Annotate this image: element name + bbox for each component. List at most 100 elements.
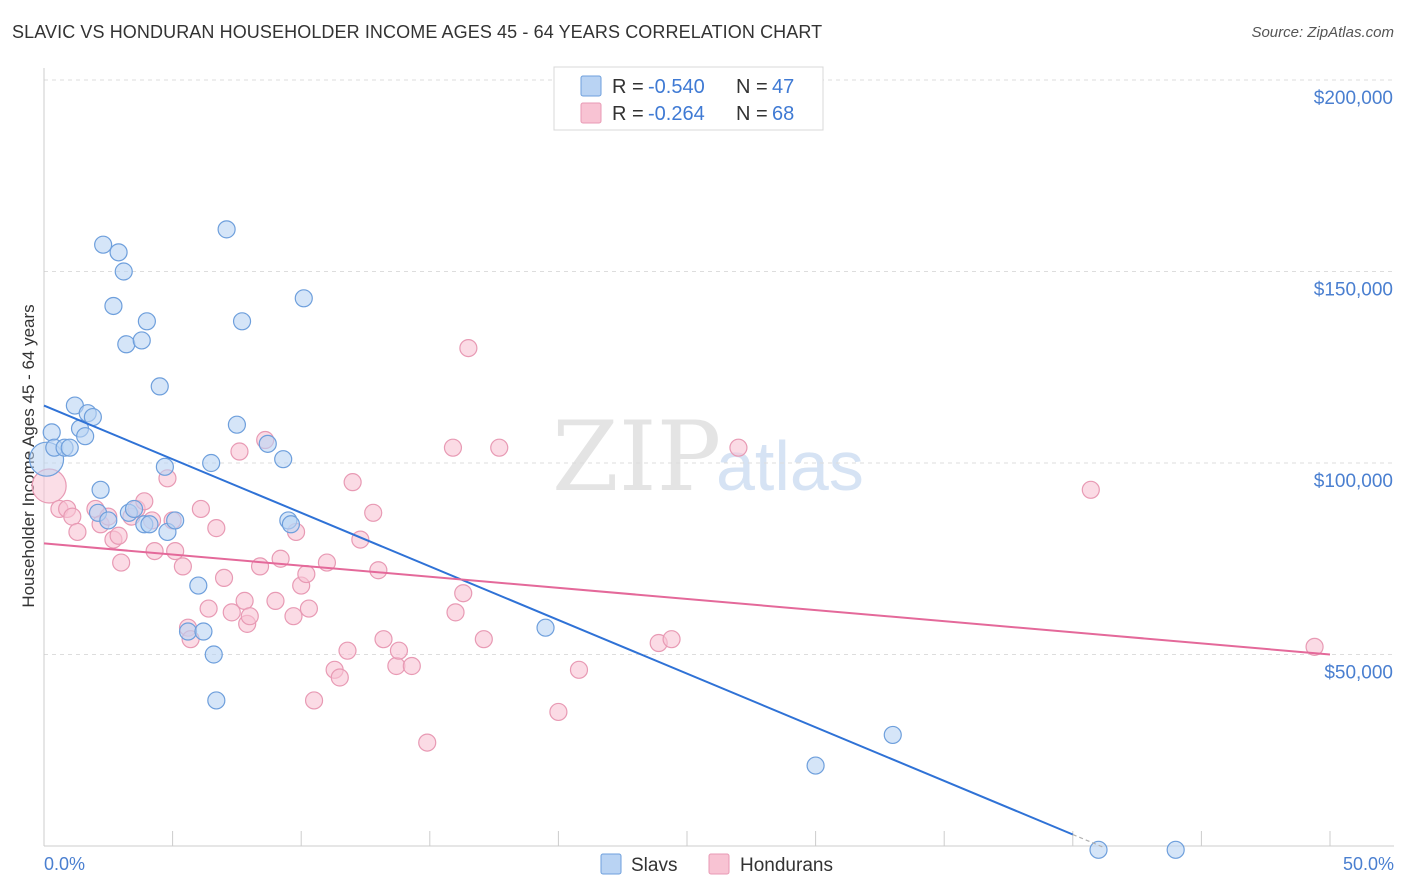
legend-hondurans-n-value: 68 xyxy=(772,103,794,125)
slavs-trendline xyxy=(43,404,1074,836)
hondurans-point xyxy=(109,526,128,545)
hondurans-point xyxy=(446,603,465,622)
slavs-point xyxy=(294,289,313,308)
hondurans-point xyxy=(199,599,218,618)
hondurans-point xyxy=(240,607,259,626)
bottom-legend-hondurans[interactable]: Hondurans xyxy=(740,855,833,876)
legend-slavs-n-label: N = xyxy=(736,76,768,98)
gridlines xyxy=(44,79,1394,655)
x-ticks xyxy=(43,831,1331,846)
hondurans-point xyxy=(222,603,241,622)
slavs-point xyxy=(114,262,133,281)
slavs-point xyxy=(536,618,555,637)
hondurans-point xyxy=(459,339,478,358)
hondurans-point xyxy=(474,630,493,649)
slavs-point xyxy=(150,377,169,396)
hondurans-trendline xyxy=(43,542,1331,656)
hondurans-point xyxy=(1305,637,1324,656)
slavs-point xyxy=(217,220,236,239)
slavs-point xyxy=(99,511,118,530)
slavs-point xyxy=(232,312,252,331)
slavs-point xyxy=(76,427,95,446)
hondurans-point xyxy=(284,607,303,626)
series-legend: Slavs Hondurans xyxy=(600,853,833,876)
bottom-legend-swatch-hondurans[interactable] xyxy=(708,853,730,875)
slavs-points xyxy=(28,220,1185,859)
source-label: Source: ZipAtlas.com xyxy=(1251,24,1394,41)
slavs-point xyxy=(274,450,293,469)
slavs-point xyxy=(132,331,151,350)
trendlines xyxy=(43,404,1331,848)
legend-slavs-r-label: R = xyxy=(612,76,644,98)
watermark-zip: ZIP xyxy=(552,401,721,513)
hondurans-point xyxy=(299,599,319,618)
hondurans-point xyxy=(418,733,437,752)
slavs-point xyxy=(137,312,156,331)
legend-slavs-r-value: -0.540 xyxy=(648,76,705,98)
hondurans-point xyxy=(304,691,324,710)
y-axis-label: Householder Income Ages 45 - 64 years xyxy=(19,304,38,607)
slavs-point xyxy=(227,415,246,434)
hondurans-point xyxy=(173,557,192,576)
legend-hondurans-r-label: R = xyxy=(612,103,644,125)
slavs-point xyxy=(91,480,110,499)
hondurans-point xyxy=(191,499,210,519)
y-tick-labels: $50,000 $100,000 $150,000 $200,000 xyxy=(1314,88,1393,684)
slavs-point xyxy=(124,499,144,519)
slavs-point xyxy=(258,434,277,453)
bottom-legend-slavs[interactable]: Slavs xyxy=(631,855,677,876)
x-tick-label-min: 0.0% xyxy=(44,854,85,874)
y-tick-label: $150,000 xyxy=(1314,280,1393,301)
slavs-point xyxy=(42,423,61,442)
legend-hondurans-r-value: -0.264 xyxy=(648,103,705,125)
hondurans-point xyxy=(330,668,349,687)
slavs-point xyxy=(281,515,301,534)
legend-hondurans-n-label: N = xyxy=(736,103,768,125)
chart-title: SLAVIC VS HONDURAN HOUSEHOLDER INCOME AG… xyxy=(12,22,823,42)
slavs-point xyxy=(178,622,198,641)
slavs-trendline-extension xyxy=(1072,833,1104,848)
hondurans-point xyxy=(297,564,316,584)
hondurans-point xyxy=(490,438,509,457)
hondurans-point xyxy=(145,541,164,561)
slavs-point xyxy=(207,691,226,710)
hondurans-point xyxy=(250,557,270,576)
slavs-point xyxy=(883,725,902,745)
slavs-point xyxy=(60,438,79,457)
hondurans-point xyxy=(1081,480,1100,499)
slavs-point xyxy=(166,511,185,530)
bottom-legend-swatch-slavs[interactable] xyxy=(600,853,622,875)
y-tick-label: $200,000 xyxy=(1314,88,1393,109)
hondurans-point xyxy=(235,591,254,610)
y-tick-label: $100,000 xyxy=(1314,471,1393,492)
hondurans-point xyxy=(387,656,406,676)
hondurans-point xyxy=(369,561,388,580)
slavs-point xyxy=(155,457,174,476)
hondurans-point xyxy=(364,503,383,522)
hondurans-point xyxy=(63,507,82,526)
slavs-point xyxy=(117,335,136,354)
hondurans-point xyxy=(402,656,421,676)
slavs-point xyxy=(194,622,213,641)
legend-swatch-slavs xyxy=(580,75,602,97)
hondurans-point xyxy=(569,660,589,679)
slavs-point xyxy=(1166,840,1185,859)
correlation-legend: R = -0.540 N = 47 R = -0.264 N = 68 xyxy=(553,66,824,131)
hondurans-point xyxy=(207,519,226,538)
hondurans-point xyxy=(166,541,185,561)
slavs-point xyxy=(204,645,223,664)
legend-swatch-hondurans xyxy=(580,102,602,124)
slavs-point xyxy=(202,453,221,473)
hondurans-point xyxy=(662,630,681,649)
hondurans-point xyxy=(454,584,473,603)
x-tick-label-max: 50.0% xyxy=(1343,854,1394,874)
slavs-point xyxy=(140,515,159,534)
slavs-point xyxy=(1089,840,1108,859)
slavs-point xyxy=(109,243,128,262)
slavs-point xyxy=(94,235,113,254)
hondurans-point xyxy=(374,630,393,649)
legend-slavs-n-value: 47 xyxy=(772,76,794,98)
slavs-point xyxy=(104,296,123,316)
hondurans-point xyxy=(112,553,131,572)
